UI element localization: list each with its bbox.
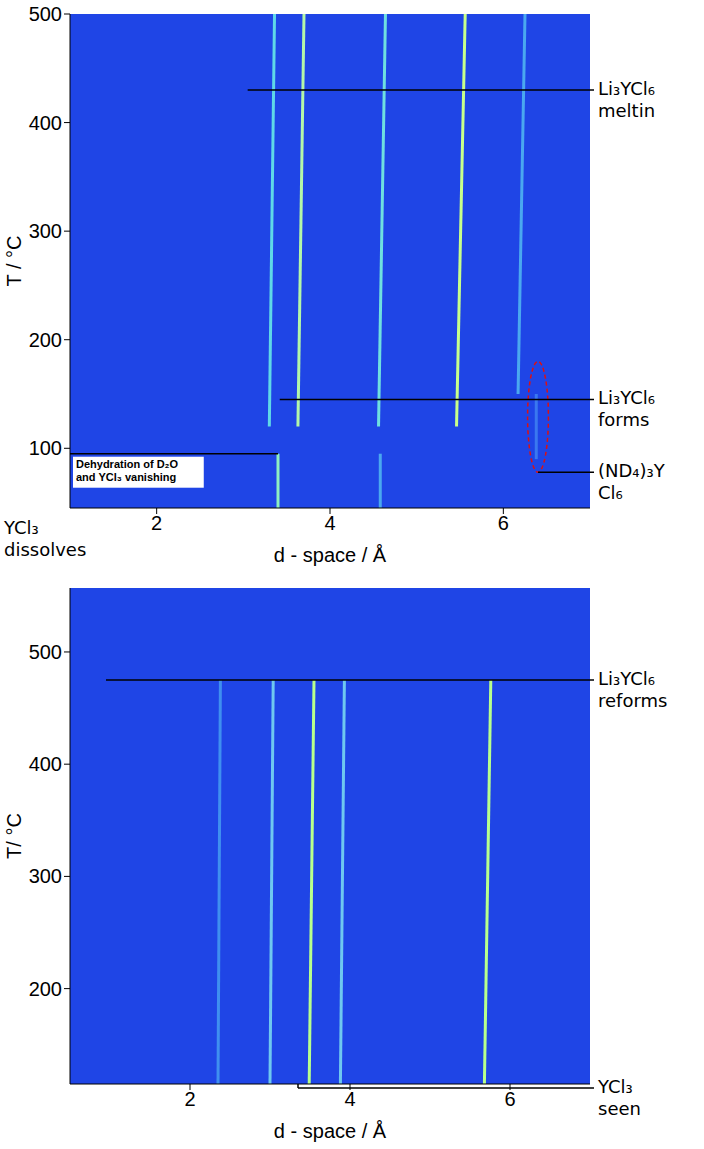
svg-text:200: 200 [29,978,62,1000]
svg-text:6: 6 [498,512,509,534]
svg-text:Cl₆: Cl₆ [598,482,623,503]
svg-text:meltin: meltin [598,100,655,121]
svg-text:(ND₄)₃Y: (ND₄)₃Y [598,460,666,481]
svg-text:reforms: reforms [598,690,667,711]
svg-text:dissolves: dissolves [4,539,86,560]
svg-text:4: 4 [344,1088,355,1110]
svg-text:YCl₃: YCl₃ [597,1076,633,1097]
svg-text:500: 500 [29,641,62,663]
svg-text:500: 500 [29,3,62,25]
svg-text:100: 100 [29,437,62,459]
svg-text:forms: forms [598,409,649,430]
svg-text:YCl₃: YCl₃ [3,517,39,538]
svg-text:d - space / Å: d - space / Å [274,544,387,566]
svg-text:6: 6 [504,1088,515,1110]
svg-text:Li₃YCl₆: Li₃YCl₆ [598,668,655,689]
svg-text:300: 300 [29,220,62,242]
svg-text:seen: seen [598,1098,641,1119]
svg-text:400: 400 [29,753,62,775]
svg-text:Li₃YCl₆: Li₃YCl₆ [598,387,655,408]
svg-text:400: 400 [29,112,62,134]
svg-text:2: 2 [184,1088,195,1110]
svg-text:T/ °C: T/ °C [3,813,25,859]
svg-text:d - space / Å: d - space / Å [274,1120,387,1142]
svg-text:Li₃YCl₆: Li₃YCl₆ [598,78,655,99]
svg-text:and YCl₃ vanishing: and YCl₃ vanishing [76,471,176,483]
svg-text:4: 4 [324,512,335,534]
svg-text:Dehydration of D₂O: Dehydration of D₂O [76,458,179,470]
svg-text:2: 2 [151,512,162,534]
svg-text:200: 200 [29,329,62,351]
svg-text:300: 300 [29,865,62,887]
svg-text:T / °C: T / °C [3,236,25,287]
